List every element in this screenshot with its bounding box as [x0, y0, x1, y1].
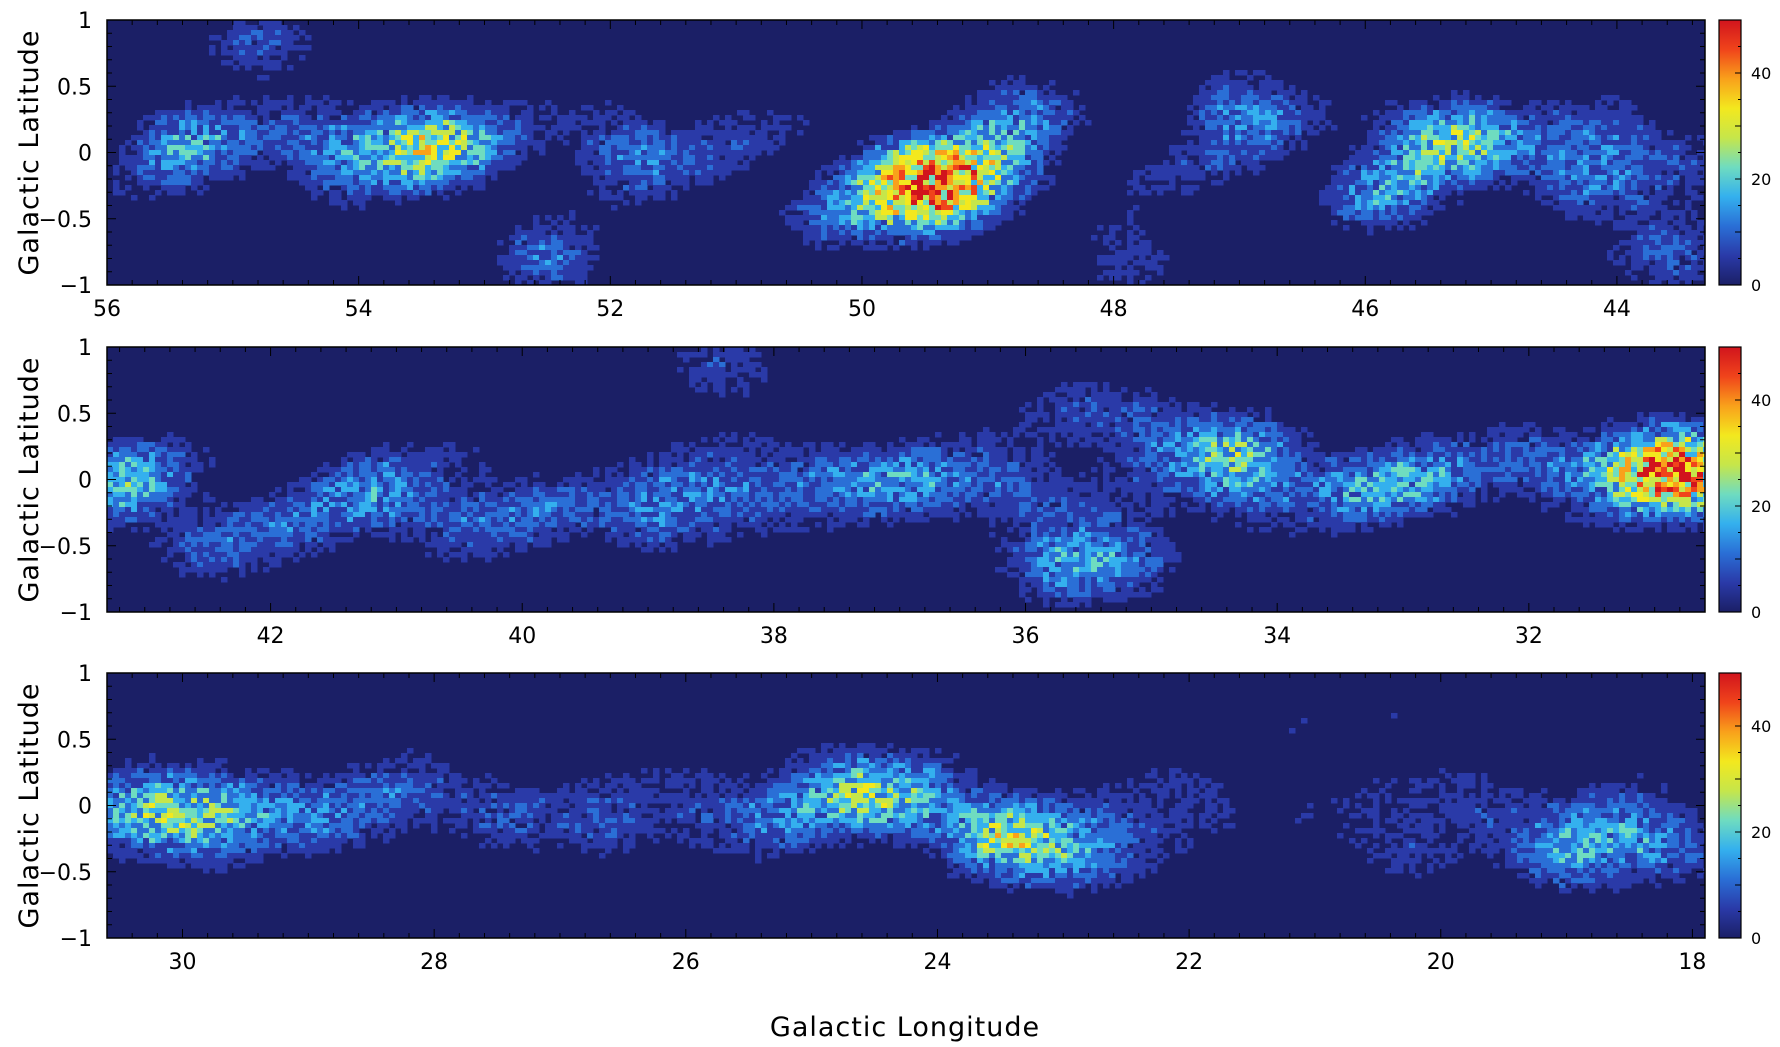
y-tick-label: 0 — [78, 469, 92, 494]
intensity-field — [113, 20, 1705, 285]
colorbar-tick-label: 0 — [1751, 929, 1761, 948]
x-tick-label: 20 — [1427, 950, 1455, 975]
y-tick-label: −1 — [60, 601, 92, 626]
x-tick-label: 18 — [1678, 950, 1706, 975]
colorbar-tick-label: 0 — [1751, 603, 1761, 622]
y-axis-title: Galactic Latitude — [14, 30, 45, 276]
x-tick-label: 34 — [1263, 624, 1291, 649]
x-tick-label: 42 — [257, 624, 285, 649]
panel-bottom: 30 28 26 24 22 20 18 −1 −0.5 0 0.5 1 Galactic Latitu… — [14, 662, 1771, 975]
colorbar — [1718, 19, 1742, 286]
y-tick-label: 1 — [78, 9, 92, 34]
x-tick-label: 48 — [1100, 297, 1128, 322]
x-tick-label: 54 — [345, 297, 373, 322]
colorbar-tick-label: 0 — [1751, 276, 1761, 295]
colorbar-tick-label: 40 — [1751, 64, 1771, 83]
panel-middle: 42 40 38 36 34 32 −1 −0.5 0 0.5 1 Galactic Latitude… — [14, 336, 1771, 649]
intensity-field — [107, 347, 1705, 608]
x-tick-label: 56 — [93, 297, 121, 322]
y-tick-label: 0.5 — [57, 75, 92, 100]
y-tick-label: 0 — [78, 142, 92, 167]
x-axis-title: Galactic Longitude — [770, 1012, 1040, 1043]
x-tick-label: 24 — [923, 950, 951, 975]
x-tick-label: 52 — [596, 297, 624, 322]
y-tick-label: 1 — [78, 662, 92, 687]
y-tick-label: −0.5 — [39, 861, 92, 886]
y-tick-label: −1 — [60, 927, 92, 952]
colorbar — [1718, 346, 1742, 613]
x-tick-label: 50 — [848, 297, 876, 322]
colorbar-tick-label: 40 — [1751, 391, 1771, 410]
x-tick-label: 22 — [1175, 950, 1203, 975]
x-tick-label: 44 — [1603, 297, 1631, 322]
y-tick-label: −0.5 — [39, 535, 92, 560]
intensity-field — [107, 713, 1705, 899]
x-tick-label: 38 — [760, 624, 788, 649]
y-tick-label: 1 — [78, 336, 92, 361]
y-axis-title: Galactic Latitude — [14, 357, 45, 603]
colorbar — [1718, 672, 1742, 939]
x-tick-label: 28 — [420, 950, 448, 975]
y-tick-label: 0 — [78, 795, 92, 820]
x-tick-label: 32 — [1515, 624, 1543, 649]
x-tick-label: 36 — [1012, 624, 1040, 649]
y-tick-label: −1 — [60, 274, 92, 299]
y-tick-label: 0.5 — [57, 728, 92, 753]
x-tick-label: 46 — [1351, 297, 1379, 322]
x-tick-label: 40 — [508, 624, 536, 649]
colorbar-tick-label: 20 — [1751, 497, 1771, 516]
y-tick-label: −0.5 — [39, 208, 92, 233]
y-tick-label: 0.5 — [57, 402, 92, 427]
panel-top: 56 54 52 50 48 46 44 −1 −0.5 0 0.5 1 Galactic Latitu… — [14, 9, 1771, 322]
colorbar-tick-label: 20 — [1751, 823, 1771, 842]
x-tick-label: 30 — [168, 950, 196, 975]
x-tick-label: 26 — [672, 950, 700, 975]
colorbar-tick-label: 20 — [1751, 170, 1771, 189]
y-axis-title: Galactic Latitude — [14, 683, 45, 929]
colorbar-tick-label: 40 — [1751, 717, 1771, 736]
